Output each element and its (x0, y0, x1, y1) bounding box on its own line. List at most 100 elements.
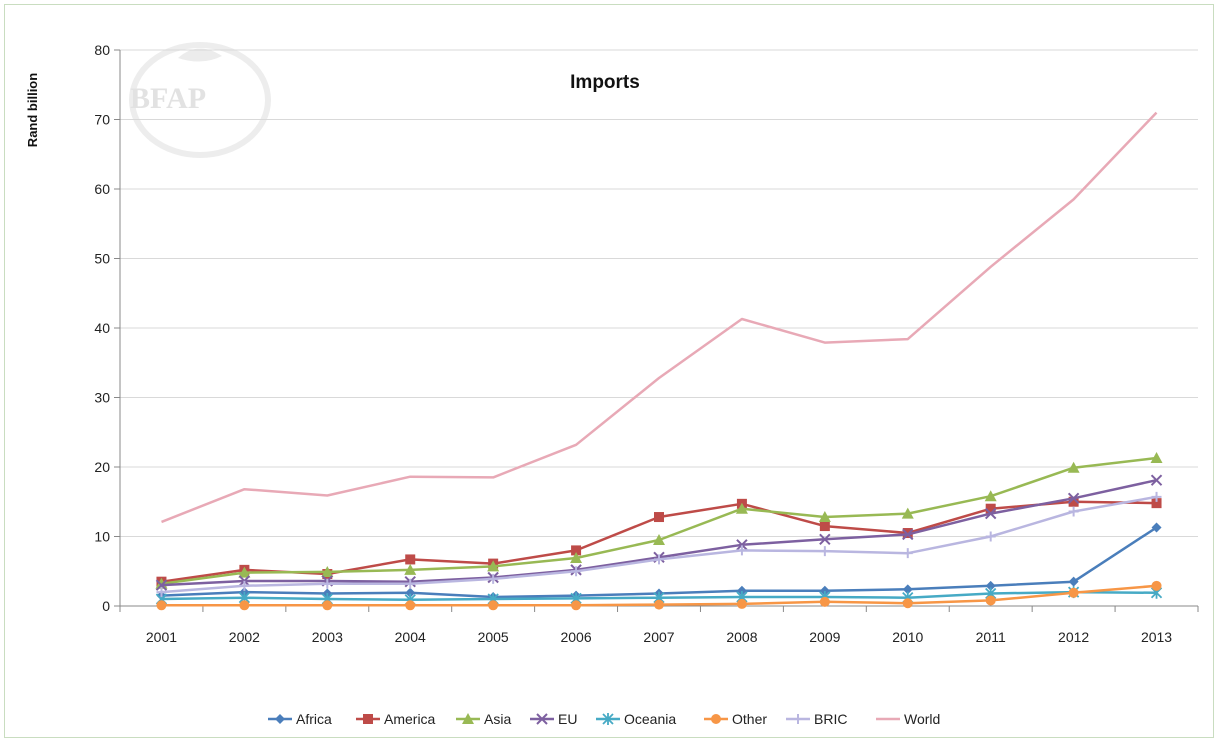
x-tick-label-2010: 2010 (892, 629, 923, 645)
legend-label-world: World (904, 711, 940, 727)
legend: Africa America Asia EU Oceania Other BRIC World (268, 711, 940, 727)
data-point-bric-2001 (156, 587, 167, 598)
series-other (156, 580, 1162, 611)
data-point-eu-2010 (902, 528, 914, 541)
y-tick-label-50: 50 (94, 251, 110, 267)
y-tick-label-30: 30 (94, 390, 110, 406)
x-tick-label-2004: 2004 (395, 629, 426, 645)
y-tick-label-40: 40 (94, 320, 110, 336)
data-point-asia-2002 (238, 566, 251, 578)
bfap-logo-watermark: BFAP (129, 42, 271, 158)
data-point-asia-2008 (735, 502, 748, 514)
data-point-bric-2011 (985, 531, 996, 542)
data-point-bric-2005 (488, 573, 499, 584)
chart-frame (4, 4, 1214, 738)
data-point-africa-2010 (902, 584, 913, 595)
data-point-eu-2008 (736, 539, 748, 551)
data-point-other-2007 (654, 599, 664, 610)
data-point-eu-2012 (1067, 492, 1080, 504)
data-point-bric-2007 (654, 554, 664, 565)
legend-label-america: America (384, 711, 436, 727)
data-point-asia-2004 (404, 563, 417, 575)
data-point-america-2013 (1151, 498, 1162, 509)
data-point-bric-2009 (819, 546, 830, 557)
legend-label-asia: Asia (484, 711, 511, 727)
gridlines (114, 49, 1198, 607)
x-tick-label-2008: 2008 (726, 629, 757, 645)
x-tick-label-2009: 2009 (809, 629, 840, 645)
y-tick-label-70: 70 (94, 112, 110, 128)
data-point-america-2012 (1068, 496, 1079, 507)
legend-swatch-marker-asia (462, 713, 474, 724)
watermark-text: BFAP (130, 82, 206, 115)
legend-item-world: World (876, 711, 940, 727)
data-point-africa-2011 (985, 580, 996, 591)
data-point-asia-2006 (570, 552, 583, 564)
data-point-other-2005 (488, 600, 499, 611)
x-tick-label-2011: 2011 (976, 629, 1006, 645)
data-point-other-2006 (571, 600, 582, 611)
data-point-africa-2012 (1068, 576, 1079, 587)
series-asia (155, 451, 1163, 589)
legend-item-other: Other (704, 711, 767, 727)
legend-item-africa: Africa (268, 711, 332, 727)
data-point-other-2004 (405, 600, 416, 611)
y-axis-label: Rand billion (25, 73, 40, 147)
data-point-eu-2001 (155, 579, 168, 591)
data-point-other-2011 (985, 595, 996, 606)
x-tick-label-2013: 2013 (1141, 629, 1172, 645)
x-tick-label-2012: 2012 (1058, 629, 1089, 645)
data-point-america-2004 (405, 554, 416, 565)
y-tick-label-80: 80 (94, 42, 110, 58)
data-point-other-2009 (819, 596, 830, 607)
x-tick-label-2005: 2005 (478, 629, 509, 645)
data-point-other-2008 (736, 598, 747, 609)
y-tick-label-10: 10 (94, 529, 110, 545)
data-point-other-2003 (322, 600, 333, 611)
x-tick-label-2003: 2003 (312, 629, 343, 645)
data-point-bric-2008 (736, 545, 747, 556)
data-point-asia-2011 (984, 490, 997, 502)
data-point-other-2013 (1151, 580, 1162, 591)
x-tick-label-2007: 2007 (643, 629, 674, 645)
legend-item-america: America (356, 711, 436, 727)
legend-swatch-marker-bric (793, 714, 803, 724)
data-point-bric-2004 (405, 578, 416, 589)
data-point-eu-2013 (1150, 474, 1163, 486)
legend-swatch-marker-other (711, 714, 721, 724)
legend-label-bric: BRIC (814, 711, 847, 727)
data-point-africa-2013 (1151, 522, 1162, 533)
data-point-other-2002 (239, 600, 250, 611)
x-tick-labels: 2001 2002 2003 2004 2005 2006 2007 2008 2009 2010… (146, 629, 1172, 645)
data-point-asia-2009 (818, 511, 831, 523)
data-point-asia-2007 (653, 533, 665, 545)
series-bric (156, 491, 1162, 598)
legend-label-oceania: Oceania (624, 711, 676, 727)
data-point-bric-2006 (571, 566, 582, 577)
data-point-bric-2012 (1068, 506, 1079, 517)
data-point-eu-2011 (984, 507, 997, 520)
y-tick-label-60: 60 (94, 181, 110, 197)
legend-item-bric: BRIC (786, 711, 847, 727)
data-point-bric-2002 (239, 580, 250, 591)
data-point-other-2010 (902, 598, 913, 609)
series-line-world (161, 111, 1158, 524)
legend-item-eu: EU (530, 711, 577, 727)
legend-swatch-marker-eu (536, 713, 548, 725)
x-tick-label-2001: 2001 (146, 629, 177, 645)
legend-swatch-marker-america (363, 714, 373, 724)
data-point-bric-2010 (902, 548, 913, 559)
data-point-asia-2013 (1150, 451, 1163, 463)
data-point-america-2011 (985, 503, 996, 514)
data-point-bric-2013 (1151, 491, 1162, 502)
data-point-eu-2009 (819, 533, 831, 545)
y-tick-label-20: 20 (94, 459, 110, 475)
data-point-asia-2010 (901, 507, 914, 519)
x-tick-label-2002: 2002 (229, 629, 260, 645)
axes (119, 50, 1199, 612)
data-point-america-2009 (819, 521, 830, 532)
legend-label-africa: Africa (296, 711, 332, 727)
chart-title: Imports (570, 72, 640, 93)
data-point-asia-2005 (487, 560, 500, 572)
